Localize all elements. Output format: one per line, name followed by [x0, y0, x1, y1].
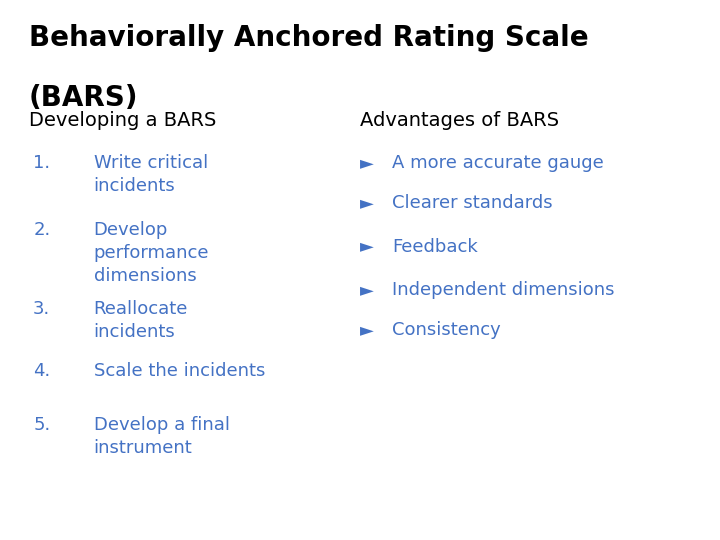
Text: 2.: 2.: [33, 221, 50, 239]
Text: Advantages of BARS: Advantages of BARS: [360, 111, 559, 130]
Text: Independent dimensions: Independent dimensions: [392, 281, 615, 299]
Text: ►: ►: [360, 154, 374, 172]
Text: 5.: 5.: [33, 416, 50, 434]
Text: A more accurate gauge: A more accurate gauge: [392, 154, 604, 172]
Text: Write critical
incidents: Write critical incidents: [94, 154, 208, 195]
Text: Consistency: Consistency: [392, 321, 501, 339]
Text: Developing a BARS: Developing a BARS: [29, 111, 216, 130]
Text: ►: ►: [360, 194, 374, 212]
Text: Behaviorally Anchored Rating Scale: Behaviorally Anchored Rating Scale: [29, 24, 588, 52]
Text: 3.: 3.: [33, 300, 50, 318]
Text: Develop a final
instrument: Develop a final instrument: [94, 416, 230, 457]
Text: Reallocate
incidents: Reallocate incidents: [94, 300, 188, 341]
Text: Feedback: Feedback: [392, 238, 478, 255]
Text: ►: ►: [360, 281, 374, 299]
Text: Clearer standards: Clearer standards: [392, 194, 553, 212]
Text: ►: ►: [360, 321, 374, 339]
Text: (BARS): (BARS): [29, 84, 138, 112]
Text: Scale the incidents: Scale the incidents: [94, 362, 265, 380]
Text: ►: ►: [360, 238, 374, 255]
Text: 1.: 1.: [33, 154, 50, 172]
Text: Develop
performance
dimensions: Develop performance dimensions: [94, 221, 209, 285]
Text: 4.: 4.: [33, 362, 50, 380]
